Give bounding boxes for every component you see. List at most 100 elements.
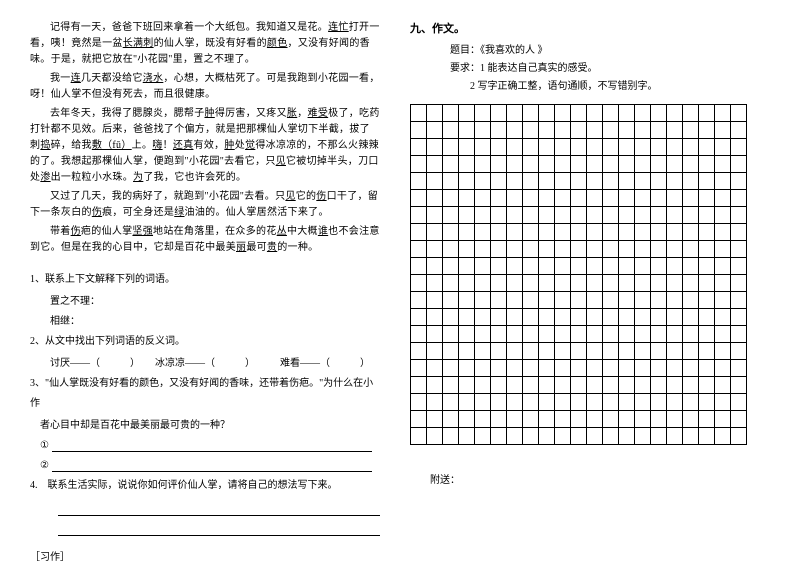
grid-cell — [475, 173, 491, 190]
grid-cell — [555, 122, 571, 139]
grid-cell — [443, 241, 459, 258]
grid-cell — [603, 411, 619, 428]
grid-cell — [619, 122, 635, 139]
p3-text-w: 出一粒粒小水珠。 — [51, 172, 133, 183]
grid-cell — [475, 105, 491, 122]
grid-cell — [459, 207, 475, 224]
composition-section-title: 九、作文。 — [410, 20, 770, 36]
grid-cell — [475, 224, 491, 241]
grid-cell — [491, 173, 507, 190]
grid-cell — [459, 377, 475, 394]
circled-1: ① — [40, 436, 52, 456]
grid-cell — [715, 292, 731, 309]
grid-cell — [667, 224, 683, 241]
grid-cell — [411, 105, 427, 122]
grid-cell — [603, 139, 619, 156]
grid-cell — [571, 309, 587, 326]
grid-cell — [603, 343, 619, 360]
grid-cell — [443, 394, 459, 411]
grid-cell — [571, 428, 587, 445]
grid-cell — [635, 428, 651, 445]
grid-cell — [411, 173, 427, 190]
grid-cell — [539, 224, 555, 241]
grid-cell — [571, 343, 587, 360]
passage-p1: 记得有一天，爸爸下班回来拿着一个大纸包。我知道又是花。连忙打开一看，咦！竟然是一… — [30, 20, 380, 68]
grid-cell — [683, 224, 699, 241]
grid-cell — [475, 360, 491, 377]
grid-cell — [411, 258, 427, 275]
grid-cell — [587, 360, 603, 377]
grid-cell — [411, 309, 427, 326]
grid-cell — [715, 139, 731, 156]
p3-text-m: ！ — [163, 140, 173, 151]
grid-cell — [539, 326, 555, 343]
grid-cell — [587, 173, 603, 190]
question-3-ans2: ② — [40, 456, 380, 476]
grid-cell — [603, 275, 619, 292]
grid-cell — [699, 360, 715, 377]
grid-cell — [539, 275, 555, 292]
grid-cell — [587, 377, 603, 394]
grid-cell — [699, 241, 715, 258]
grid-cell — [411, 207, 427, 224]
p3-u-r: 觉 — [245, 140, 255, 151]
grid-cell — [571, 275, 587, 292]
grid-cell — [427, 428, 443, 445]
grid-cell — [475, 411, 491, 428]
grid-cell — [491, 360, 507, 377]
grid-cell — [699, 224, 715, 241]
grid-cell — [667, 292, 683, 309]
grid-cell — [635, 360, 651, 377]
grid-cell — [587, 224, 603, 241]
grid-cell — [555, 309, 571, 326]
grid-cell — [651, 394, 667, 411]
grid-cell — [459, 258, 475, 275]
grid-cell — [555, 207, 571, 224]
grid-cell — [587, 394, 603, 411]
passage-p4: 又过了几天，我的病好了，就跑到"小花园"去看。只见它的伤口干了，留下一条灰白的伤… — [30, 189, 380, 221]
grid-cell — [571, 105, 587, 122]
grid-cell — [619, 224, 635, 241]
grid-cell — [491, 343, 507, 360]
grid-cell — [507, 428, 523, 445]
grid-cell — [731, 156, 747, 173]
grid-cell — [619, 190, 635, 207]
grid-cell — [555, 173, 571, 190]
grid-cell — [619, 411, 635, 428]
grid-cell — [731, 207, 747, 224]
grid-cell — [523, 326, 539, 343]
grid-cell — [651, 343, 667, 360]
grid-cell — [475, 394, 491, 411]
grid-cell — [459, 309, 475, 326]
grid-cell — [571, 156, 587, 173]
p5-u-l: 贵 — [267, 242, 277, 253]
grid-cell — [635, 190, 651, 207]
grid-cell — [523, 428, 539, 445]
grid-cell — [427, 275, 443, 292]
grid-cell — [731, 411, 747, 428]
grid-cell — [683, 122, 699, 139]
grid-cell — [539, 411, 555, 428]
grid-cell — [459, 173, 475, 190]
grid-cell — [491, 326, 507, 343]
grid-cell — [667, 190, 683, 207]
grid-cell — [699, 309, 715, 326]
grid-cell — [651, 139, 667, 156]
grid-cell — [699, 139, 715, 156]
grid-cell — [603, 122, 619, 139]
p1-text-e: 的仙人掌，既没有好看的 — [154, 38, 267, 49]
grid-cell — [715, 122, 731, 139]
grid-cell — [523, 156, 539, 173]
grid-cell — [699, 258, 715, 275]
grid-cell — [603, 309, 619, 326]
grid-cell — [635, 139, 651, 156]
grid-cell — [603, 190, 619, 207]
grid-cell — [635, 377, 651, 394]
grid-cell — [555, 377, 571, 394]
grid-cell — [731, 224, 747, 241]
grid-cell — [571, 207, 587, 224]
grid-cell — [651, 190, 667, 207]
grid-cell — [635, 292, 651, 309]
grid-cell — [523, 275, 539, 292]
grid-cell — [603, 241, 619, 258]
